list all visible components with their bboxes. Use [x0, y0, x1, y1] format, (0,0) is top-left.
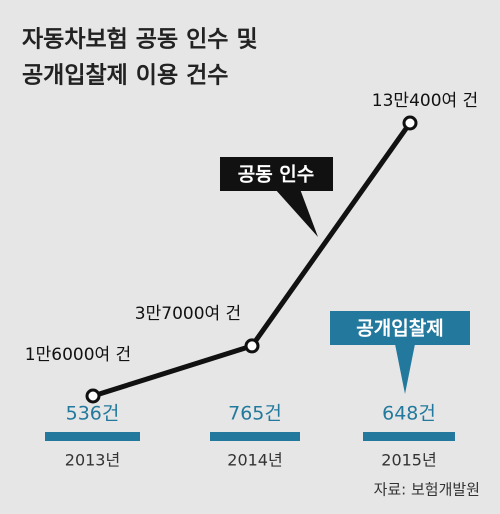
legend-pointer	[275, 189, 318, 237]
x-tick-label: 2014년	[227, 451, 282, 470]
legend-box	[220, 157, 333, 191]
data-label: 536건	[66, 403, 120, 425]
chart-title: 자동차보험 공동 인수 및	[22, 27, 258, 53]
legend-box	[330, 311, 470, 345]
point	[402, 115, 418, 131]
data-label: 3만7000여 건	[135, 304, 241, 324]
chart-title: 공개입찰제 이용 건수	[22, 63, 228, 89]
bar	[210, 432, 300, 441]
point	[85, 388, 101, 404]
data-label: 765건	[228, 403, 282, 425]
bar	[45, 432, 140, 441]
data-label: 1만6000여 건	[25, 345, 131, 365]
source: 자료: 보험개발원	[374, 481, 480, 499]
data-label: 13만400여 건	[372, 91, 478, 111]
legend-pointer	[395, 344, 415, 394]
x-tick-label: 2015년	[381, 451, 436, 470]
point	[244, 338, 260, 354]
data-label: 648건	[382, 403, 436, 425]
legend-label: 공동 인수	[238, 164, 315, 186]
legend-label: 공개입찰제	[356, 318, 443, 340]
x-tick-label: 2013년	[65, 451, 120, 470]
bar	[363, 432, 455, 441]
